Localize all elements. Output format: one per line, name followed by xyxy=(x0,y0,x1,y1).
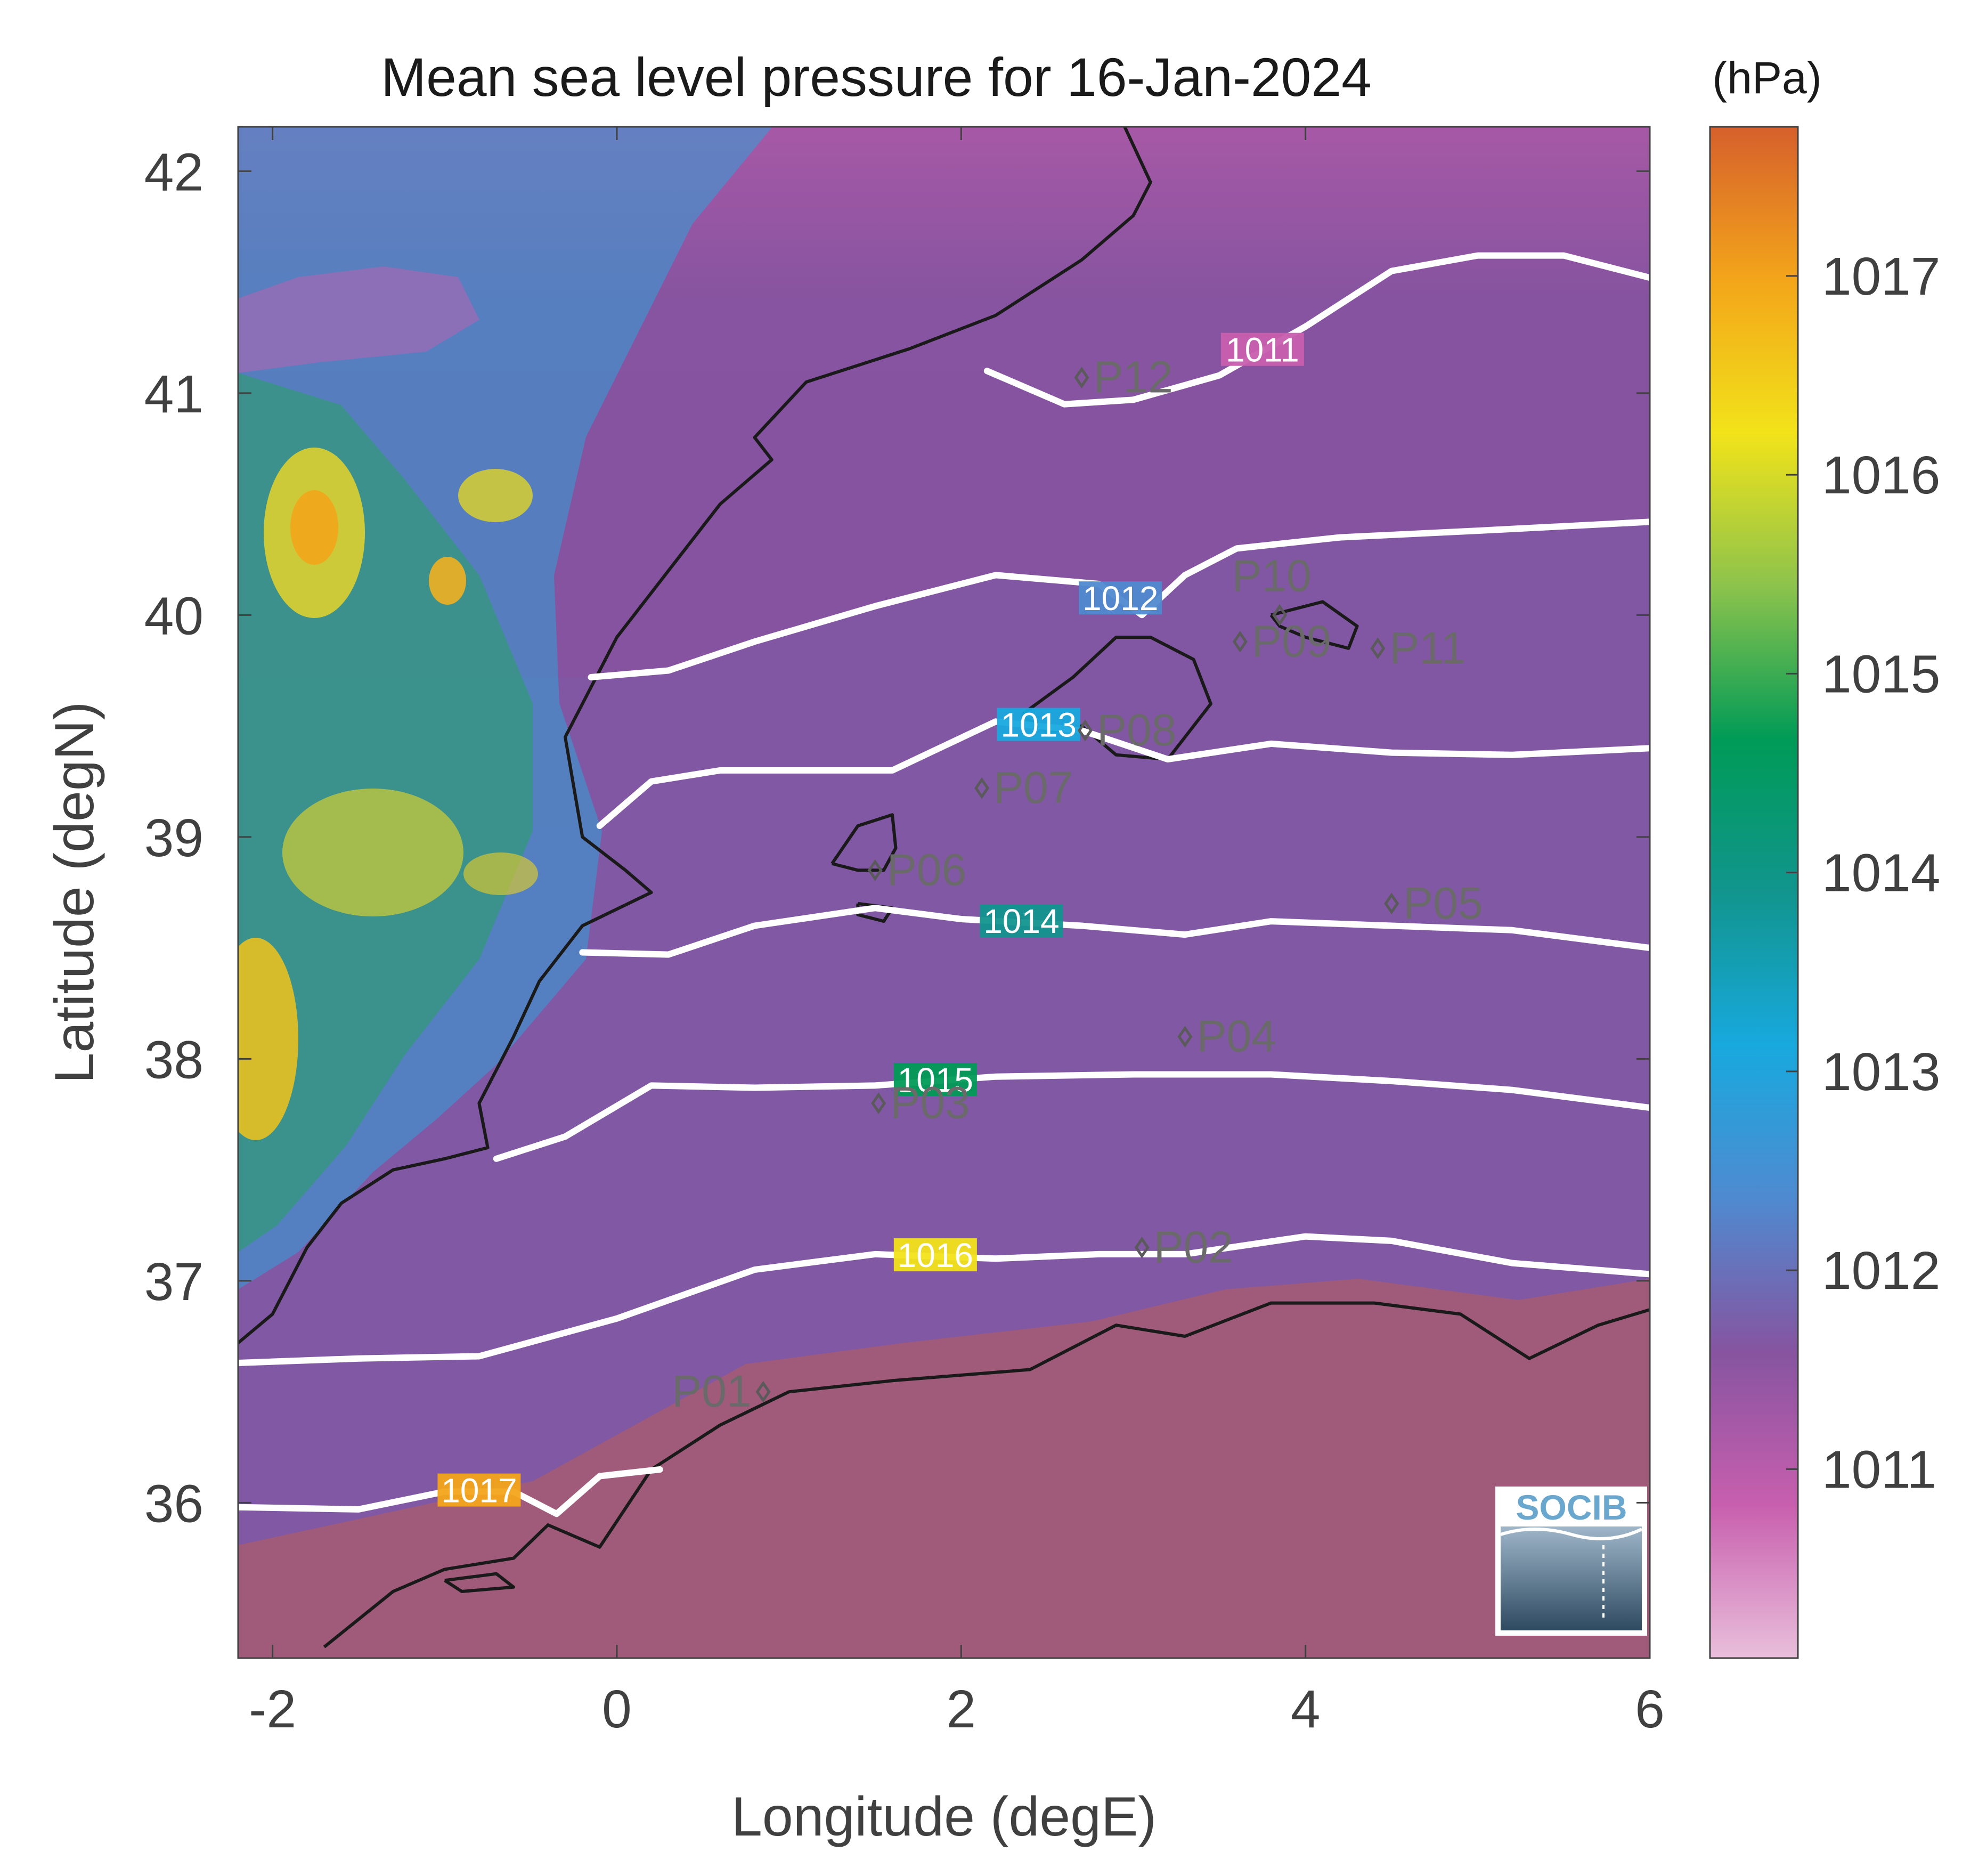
ibiza-coastline xyxy=(830,813,898,872)
isobar-label: 1015 xyxy=(898,1061,973,1099)
isobar-label: 1013 xyxy=(1001,706,1077,744)
y-tick-label: 36 xyxy=(144,1474,203,1533)
colorbar-gradient xyxy=(1709,126,1799,1659)
station-markers: P01 P02 P03 P04 P05 P06 P07 P08 P09 P10 P11 P12 xyxy=(672,352,1483,1417)
isobar-1015 xyxy=(493,1071,1650,1162)
station-marker-icon xyxy=(1177,1026,1193,1048)
station-marker-icon xyxy=(1077,719,1093,742)
isobar-label-bg xyxy=(997,708,1080,741)
isobar-label: 1011 xyxy=(1226,331,1299,369)
isobar-label-bg xyxy=(893,1238,977,1272)
menorca-coastline xyxy=(1269,600,1359,650)
station-label: P05 xyxy=(1403,878,1483,928)
station-label: P10 xyxy=(1232,550,1311,600)
iberian-land-pressure-field xyxy=(238,127,772,1289)
colorbar-tick-label: 1016 xyxy=(1822,445,1940,505)
colorbar-tick-label: 1013 xyxy=(1822,1042,1940,1102)
station-label: P08 xyxy=(1097,705,1176,755)
colorbar-tick-label: 1014 xyxy=(1822,843,1940,903)
colorbar-tick-label: 1012 xyxy=(1822,1241,1940,1301)
map-title: Mean sea level pressure for 16-Jan-2024 xyxy=(381,47,1372,108)
colorbar: 1011 1012 1013 1014 1015 1016 1017 xyxy=(1709,126,1940,1659)
station-label: P01 xyxy=(672,1366,751,1416)
station-marker-icon xyxy=(1074,367,1089,389)
isobar-label: 1012 xyxy=(1082,579,1158,618)
x-tick-label: 0 xyxy=(602,1679,632,1739)
y-axis-label: Latitude (degN) xyxy=(44,702,105,1084)
y-tick-label: 42 xyxy=(144,142,203,202)
isobar-label-bg xyxy=(437,1473,521,1507)
station-marker-icon xyxy=(1272,604,1288,626)
alboran-coastline xyxy=(444,1572,516,1593)
isobar-label: 1014 xyxy=(983,902,1059,940)
station-label: P12 xyxy=(1094,352,1173,402)
isobar-label-bg xyxy=(893,1063,977,1097)
y-tick-label: 41 xyxy=(144,364,203,424)
station-label: P06 xyxy=(887,844,966,895)
socib-logo: SOCIB xyxy=(1495,1487,1647,1636)
isobar-label: 1017 xyxy=(441,1472,517,1510)
colorbar-tick-label: 1011 xyxy=(1822,1440,1936,1499)
station-marker-icon xyxy=(755,1380,771,1403)
colorbar-tick-label: 1017 xyxy=(1822,247,1940,306)
station-label: P09 xyxy=(1252,616,1331,666)
station-label: P07 xyxy=(994,762,1073,813)
y-axis: 36 37 38 39 40 41 42 xyxy=(144,142,1650,1533)
x-axis: -2 0 2 4 6 xyxy=(249,127,1665,1739)
isobar-1016 xyxy=(238,1233,1650,1366)
station-marker-icon xyxy=(1134,1237,1150,1258)
isobar-contour-labels: 1011 1012 1013 1014 1015 1016 1017 xyxy=(437,331,1304,1510)
colorbar-tick-label: 1015 xyxy=(1822,644,1940,704)
isobar-contours xyxy=(238,252,1650,1517)
station-label: P02 xyxy=(1154,1222,1233,1272)
iberian-coastline xyxy=(238,127,1152,1344)
isobar-1014 xyxy=(579,905,1650,958)
station-marker-icon xyxy=(1384,892,1399,915)
isobar-label: 1016 xyxy=(898,1236,973,1274)
station-marker-icon xyxy=(871,1092,886,1115)
map-frame xyxy=(237,126,1651,1659)
x-tick-label: 2 xyxy=(947,1679,976,1739)
station-label: P04 xyxy=(1196,1011,1276,1061)
station-marker-icon xyxy=(1370,637,1386,660)
y-tick-label: 39 xyxy=(144,808,203,868)
y-tick-label: 38 xyxy=(144,1030,203,1090)
y-tick-label: 40 xyxy=(144,586,203,646)
station-marker-icon xyxy=(1232,630,1248,653)
isobar-label-bg xyxy=(1220,332,1304,366)
north-africa-land-field xyxy=(238,1279,1650,1658)
socib-logo-text: SOCIB xyxy=(1516,1488,1627,1527)
isobar-label-bg xyxy=(980,904,1063,938)
north-africa-coastline xyxy=(323,1301,1650,1648)
colorbar-ticks: 1011 1012 1013 1014 1015 1016 1017 xyxy=(1786,247,1940,1499)
x-tick-label: 6 xyxy=(1635,1679,1665,1739)
station-marker-icon xyxy=(974,777,990,799)
x-tick-label: -2 xyxy=(249,1679,296,1739)
station-label: P11 xyxy=(1389,623,1465,673)
station-marker-icon xyxy=(867,859,883,881)
isobar-label-bg xyxy=(1079,581,1162,615)
x-axis-label: Longitude (degE) xyxy=(731,1786,1157,1848)
colorbar-unit-label: (hPa) xyxy=(1712,53,1821,103)
station-label: P03 xyxy=(890,1078,970,1128)
coastlines xyxy=(238,127,1650,1648)
pressure-band-1011 xyxy=(238,255,1650,1658)
x-tick-label: 4 xyxy=(1291,1679,1321,1739)
y-tick-label: 37 xyxy=(144,1252,203,1312)
